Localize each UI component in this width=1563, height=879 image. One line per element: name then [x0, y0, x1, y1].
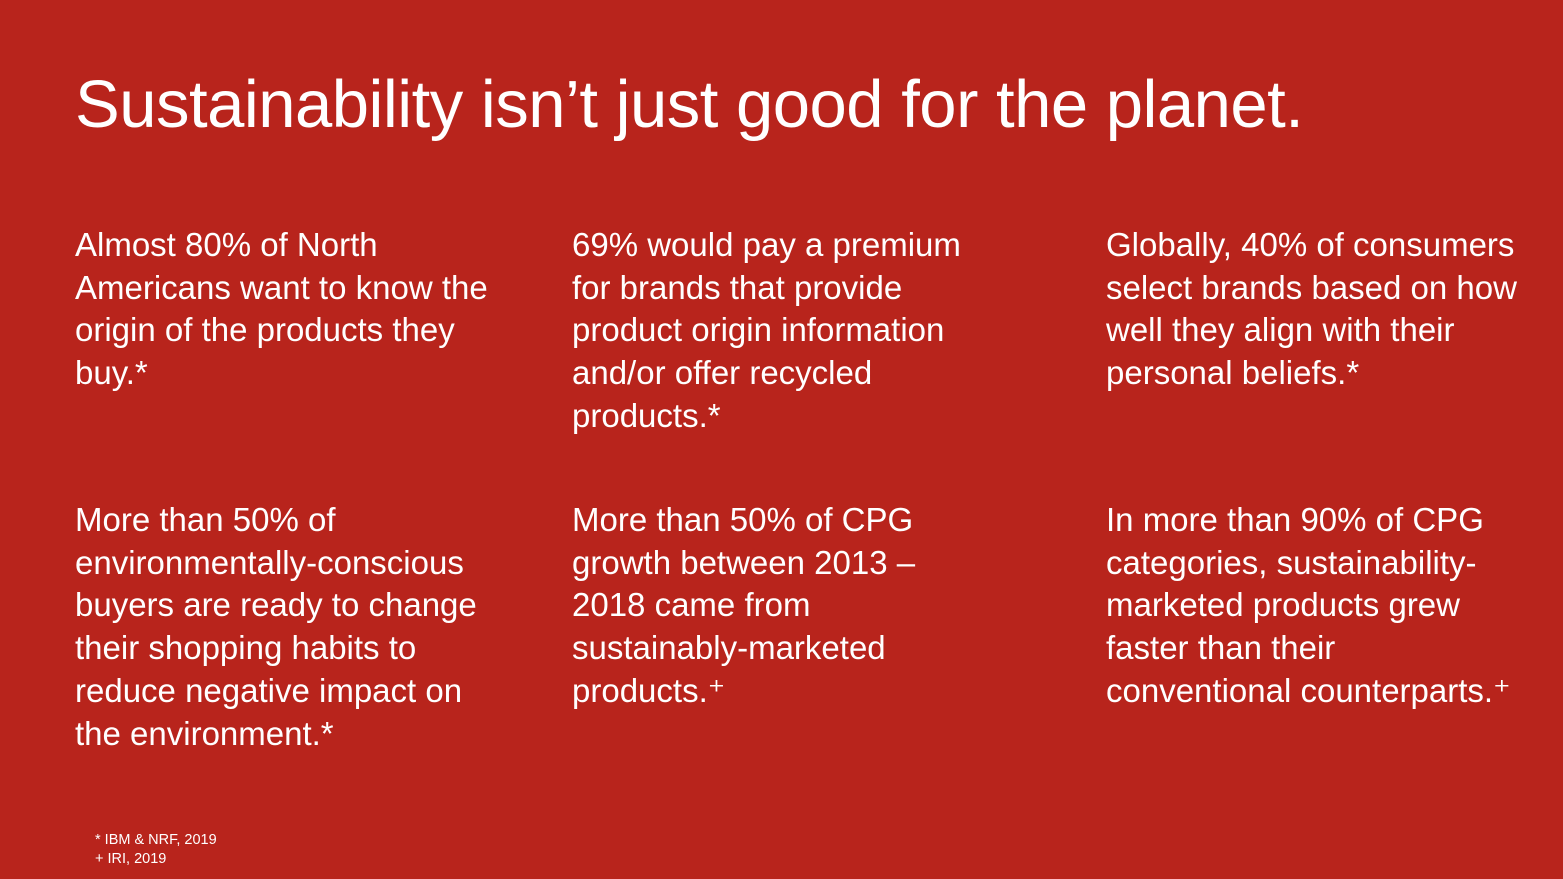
footnote-ibm-nrf: * IBM & NRF, 2019: [95, 832, 217, 848]
stat-premium-willingness: 69% would pay a premium for brands that …: [572, 226, 961, 434]
stat-category-growth: In more than 90% of CPG categories, sust…: [1106, 501, 1511, 709]
stat-habit-change: More than 50% of environmentally-conscio…: [75, 501, 477, 752]
stat-cpg-growth: More than 50% of CPG growth between 2013…: [572, 501, 916, 709]
footnotes: * IBM & NRF, 2019 + IRI, 2019: [95, 831, 217, 869]
stat-origin-awareness: Almost 80% of North Americans want to kn…: [75, 226, 488, 392]
slide-title: Sustainability isn’t just good for the p…: [75, 67, 1304, 142]
stat-belief-alignment: Globally, 40% of consumers select brands…: [1106, 226, 1517, 392]
footnote-iri: + IRI, 2019: [95, 851, 167, 867]
